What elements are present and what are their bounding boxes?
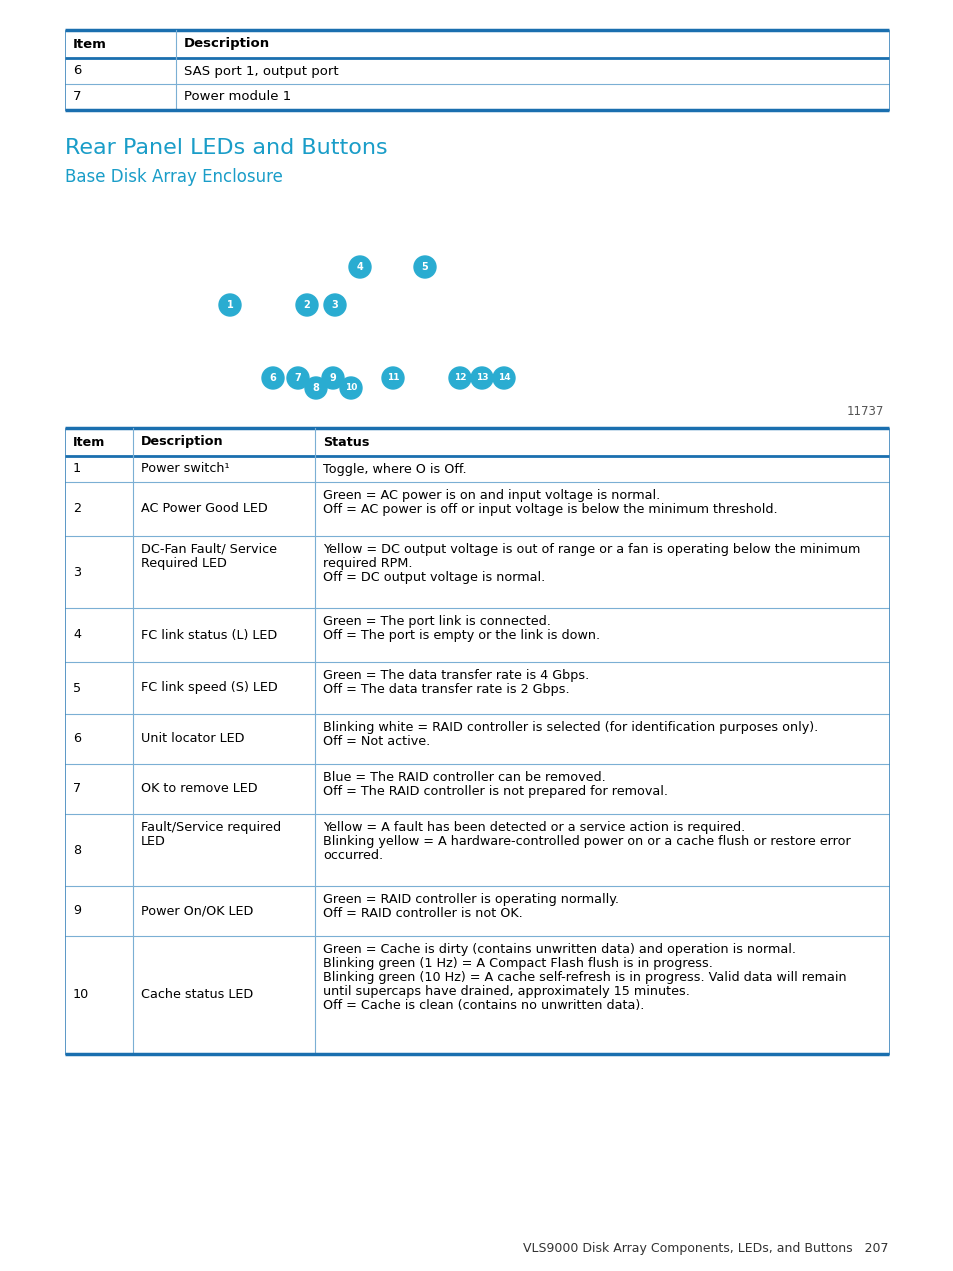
Text: Blinking white = RAID controller is selected (for identification purposes only).: Blinking white = RAID controller is sele… <box>323 721 818 733</box>
Text: 4: 4 <box>73 628 81 642</box>
Text: SAS port 1, output port: SAS port 1, output port <box>184 65 338 78</box>
Text: 11737: 11737 <box>845 405 883 418</box>
Circle shape <box>219 294 241 316</box>
Text: Blinking green (1 Hz) = A Compact Flash flush is in progress.: Blinking green (1 Hz) = A Compact Flash … <box>323 957 713 970</box>
Text: Status: Status <box>323 436 370 449</box>
Circle shape <box>471 367 493 389</box>
Text: VLS9000 Disk Array Components, LEDs, and Buttons   207: VLS9000 Disk Array Components, LEDs, and… <box>523 1242 888 1254</box>
Text: Yellow = A fault has been detected or a service action is required.: Yellow = A fault has been detected or a … <box>323 821 745 834</box>
Circle shape <box>414 255 436 278</box>
Text: OK to remove LED: OK to remove LED <box>140 783 257 796</box>
Circle shape <box>295 294 317 316</box>
Circle shape <box>493 367 515 389</box>
Text: 7: 7 <box>73 90 81 103</box>
Text: until supercaps have drained, approximately 15 minutes.: until supercaps have drained, approximat… <box>323 985 690 998</box>
Circle shape <box>339 377 361 399</box>
Text: Off = DC output voltage is normal.: Off = DC output voltage is normal. <box>323 571 545 583</box>
Text: Description: Description <box>184 38 270 51</box>
Circle shape <box>305 377 327 399</box>
Text: Yellow = DC output voltage is out of range or a fan is operating below the minim: Yellow = DC output voltage is out of ran… <box>323 543 860 555</box>
Text: 6: 6 <box>73 732 81 746</box>
Circle shape <box>349 255 371 278</box>
Text: FC link status (L) LED: FC link status (L) LED <box>140 628 276 642</box>
Text: Off = Not active.: Off = Not active. <box>323 735 431 749</box>
Text: Item: Item <box>73 38 107 51</box>
Text: 9: 9 <box>330 372 336 383</box>
Text: Power switch¹: Power switch¹ <box>140 463 229 475</box>
Text: 13: 13 <box>476 374 488 383</box>
Circle shape <box>324 294 346 316</box>
Text: Unit locator LED: Unit locator LED <box>140 732 244 746</box>
Text: 7: 7 <box>294 372 301 383</box>
Text: LED: LED <box>140 835 165 848</box>
Text: 6: 6 <box>73 65 81 78</box>
Text: 2: 2 <box>73 502 81 516</box>
Text: AC Power Good LED: AC Power Good LED <box>140 502 267 516</box>
Text: Power On/OK LED: Power On/OK LED <box>140 905 253 918</box>
Text: 4: 4 <box>356 262 363 272</box>
Text: Off = The port is empty or the link is down.: Off = The port is empty or the link is d… <box>323 629 600 642</box>
Text: Base Disk Array Enclosure: Base Disk Array Enclosure <box>65 168 283 186</box>
Text: Green = RAID controller is operating normally.: Green = RAID controller is operating nor… <box>323 894 618 906</box>
Text: Power module 1: Power module 1 <box>184 90 292 103</box>
Text: Blinking green (10 Hz) = A cache self-refresh is in progress. Valid data will re: Blinking green (10 Hz) = A cache self-re… <box>323 971 846 984</box>
Text: occurred.: occurred. <box>323 849 383 862</box>
Circle shape <box>322 367 344 389</box>
Text: 8: 8 <box>313 383 319 393</box>
Text: 7: 7 <box>73 783 81 796</box>
Text: Off = The RAID controller is not prepared for removal.: Off = The RAID controller is not prepare… <box>323 785 668 798</box>
Text: Fault/Service required: Fault/Service required <box>140 821 280 834</box>
Text: Green = AC power is on and input voltage is normal.: Green = AC power is on and input voltage… <box>323 489 660 502</box>
Text: Cache status LED: Cache status LED <box>140 989 253 1002</box>
Circle shape <box>449 367 471 389</box>
Text: 1: 1 <box>227 300 233 310</box>
Text: 10: 10 <box>73 989 90 1002</box>
Text: 11: 11 <box>386 374 399 383</box>
Circle shape <box>381 367 403 389</box>
Text: 14: 14 <box>497 374 510 383</box>
Text: Description: Description <box>140 436 223 449</box>
Text: 5: 5 <box>73 681 81 694</box>
Text: Item: Item <box>73 436 105 449</box>
Text: 10: 10 <box>344 384 356 393</box>
Text: FC link speed (S) LED: FC link speed (S) LED <box>140 681 277 694</box>
Text: 3: 3 <box>332 300 338 310</box>
Text: Green = The data transfer rate is 4 Gbps.: Green = The data transfer rate is 4 Gbps… <box>323 669 589 683</box>
Text: 6: 6 <box>270 372 276 383</box>
Text: 8: 8 <box>73 844 81 857</box>
Text: Rear Panel LEDs and Buttons: Rear Panel LEDs and Buttons <box>65 139 387 158</box>
Text: 1: 1 <box>73 463 81 475</box>
Circle shape <box>262 367 284 389</box>
Text: DC-Fan Fault/ Service: DC-Fan Fault/ Service <box>140 543 276 555</box>
Text: 9: 9 <box>73 905 81 918</box>
Text: Blue = The RAID controller can be removed.: Blue = The RAID controller can be remove… <box>323 771 605 784</box>
Text: Green = The port link is connected.: Green = The port link is connected. <box>323 615 551 628</box>
Text: 5: 5 <box>421 262 428 272</box>
Text: Off = AC power is off or input voltage is below the minimum threshold.: Off = AC power is off or input voltage i… <box>323 503 778 516</box>
Text: Off = RAID controller is not OK.: Off = RAID controller is not OK. <box>323 907 522 920</box>
Text: Off = The data transfer rate is 2 Gbps.: Off = The data transfer rate is 2 Gbps. <box>323 683 570 697</box>
Text: Green = Cache is dirty (contains unwritten data) and operation is normal.: Green = Cache is dirty (contains unwritt… <box>323 943 796 956</box>
Text: Required LED: Required LED <box>140 557 226 569</box>
Text: Blinking yellow = A hardware-controlled power on or a cache flush or restore err: Blinking yellow = A hardware-controlled … <box>323 835 850 848</box>
Text: required RPM.: required RPM. <box>323 557 413 569</box>
Text: 12: 12 <box>454 374 466 383</box>
Text: 3: 3 <box>73 566 81 578</box>
Text: 2: 2 <box>303 300 310 310</box>
Text: Off = Cache is clean (contains no unwritten data).: Off = Cache is clean (contains no unwrit… <box>323 999 644 1012</box>
Circle shape <box>287 367 309 389</box>
Text: Toggle, where O is Off.: Toggle, where O is Off. <box>323 463 467 475</box>
